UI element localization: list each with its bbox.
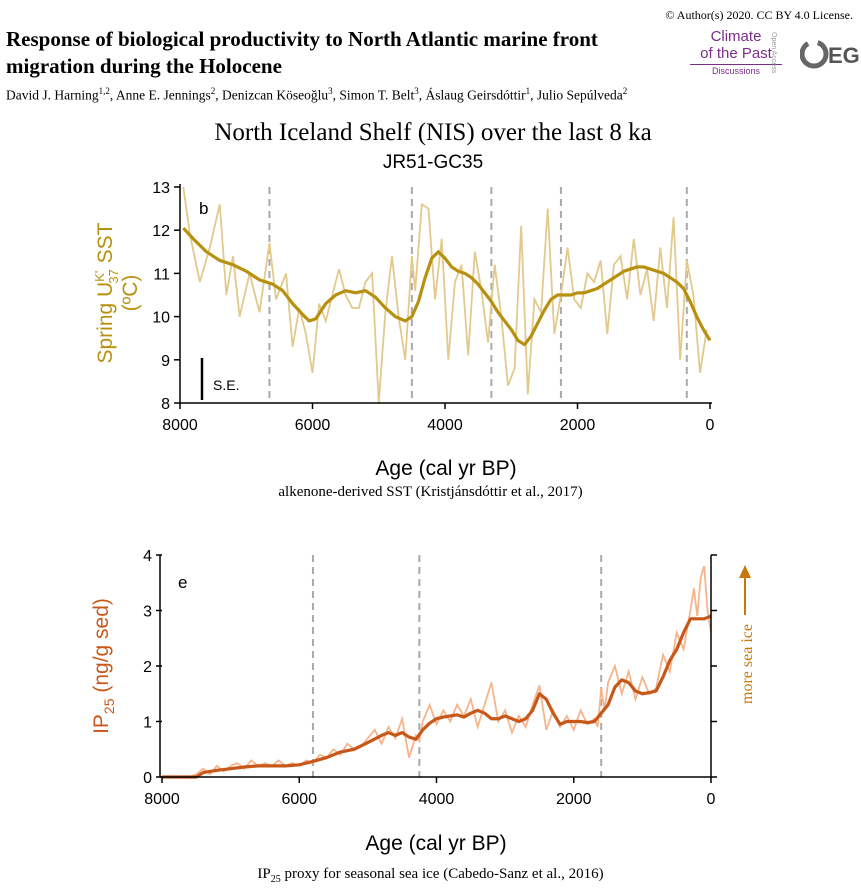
- x-tick-label-6000: 6000: [295, 417, 331, 434]
- y-tick-label-13: 13: [152, 180, 170, 197]
- panel-b-y-axis-label: Spring UK'37 SST: [92, 222, 121, 363]
- panel-b-y-ticks: 8 9 10 11 12 13: [152, 180, 180, 413]
- panel-b-se-label: S.E.: [213, 377, 239, 393]
- open-access-label: Open Access: [770, 32, 777, 74]
- panel-e-y-ticks: 0 1 2 3 4: [143, 548, 717, 787]
- figure-main-title: North Iceland Shelf (NIS) over the last …: [214, 119, 651, 146]
- y-tick-label-8: 8: [161, 396, 170, 413]
- panel-e-y-axis-label: IP25 (ng/g sed): [90, 598, 117, 734]
- y-tick-label-12: 12: [152, 223, 170, 240]
- panel-e-x-ticks: 8000 6000 4000 2000 0: [144, 777, 716, 808]
- y-tick-label-10: 10: [152, 310, 170, 327]
- panel-e-raw-series: [162, 565, 712, 778]
- journal-name-line1: Climate: [710, 28, 762, 45]
- panel-b-smoothed-series: [182, 226, 712, 347]
- paper-title-line2: migration during the Holocene: [6, 54, 282, 78]
- x-tick-label-8000: 8000: [144, 791, 180, 808]
- paper-title: Response of biological productivity to N…: [6, 26, 706, 80]
- smoothed-series-line: [162, 614, 712, 779]
- y-tick-label-11: 11: [153, 266, 170, 283]
- journal-logo: Climate of the Past Discussions: [690, 28, 782, 76]
- y-tick-label-3: 3: [143, 604, 152, 621]
- journal-name-line3: Discussions: [690, 64, 782, 76]
- panel-e-smoothed-series: [162, 614, 712, 779]
- x-tick-label-0: 0: [707, 791, 716, 808]
- arrow-head-icon: [739, 565, 751, 578]
- y-tick-label-2: 2: [143, 659, 152, 676]
- panel-e-dashed-lines: [311, 555, 603, 777]
- figure-subtitle: JR51-GC35: [383, 152, 483, 173]
- panel-e-label: e: [178, 573, 187, 592]
- panel-b-label: b: [199, 199, 208, 218]
- panel-e-caption: IP25 proxy for seasonal sea ice (Cabedo-…: [257, 866, 604, 885]
- y-tick-label-1: 1: [143, 715, 152, 732]
- panel-b-x-ticks: 8000 6000 4000 2000 0: [162, 403, 715, 434]
- panel-b-caption: alkenone-derived SST (Kristjánsdóttir et…: [278, 484, 583, 500]
- author-list: David J. Harning1,2, Anne E. Jennings2, …: [6, 86, 628, 103]
- raw-series-line: [182, 186, 708, 404]
- panel-b-x-axis-label: Age (cal yr BP): [375, 457, 516, 480]
- journal-name-line2: of the Past: [700, 45, 772, 62]
- y-tick-label-0: 0: [143, 770, 152, 787]
- x-tick-label-2000: 2000: [560, 417, 596, 434]
- x-tick-label-4000: 4000: [419, 791, 455, 808]
- y-tick-label-9: 9: [161, 353, 170, 370]
- panel-e-right-label: more sea ice: [739, 624, 756, 704]
- egu-logo-icon: EGU: [800, 39, 860, 69]
- x-tick-label-4000: 4000: [427, 417, 463, 434]
- panel-b-sst-chart: 8 9 10 11 12 13 8000 6000 4000 2000 0 b S.E. Age …: [92, 180, 715, 480]
- smoothed-series-line: [182, 226, 712, 347]
- panel-b-raw-series: [182, 186, 708, 404]
- panel-e-ip25-chart: 0 1 2 3 4 8000 6000 4000 2000 0 e Age (cal yr BP…: [90, 548, 756, 855]
- x-tick-label-6000: 6000: [281, 791, 317, 808]
- panel-e-x-axis-label: Age (cal yr BP): [365, 832, 506, 855]
- paper-title-line1: Response of biological productivity to N…: [6, 27, 598, 51]
- x-tick-label-2000: 2000: [556, 791, 592, 808]
- raw-series-line: [162, 565, 712, 778]
- x-tick-label-0: 0: [706, 417, 715, 434]
- x-tick-label-8000: 8000: [162, 417, 198, 434]
- egu-text: EGU: [828, 43, 860, 68]
- license-notice: © Author(s) 2020. CC BY 4.0 License.: [665, 8, 853, 22]
- panel-b-y-axis-unit: (ºC): [119, 275, 142, 312]
- y-tick-label-4: 4: [143, 548, 152, 565]
